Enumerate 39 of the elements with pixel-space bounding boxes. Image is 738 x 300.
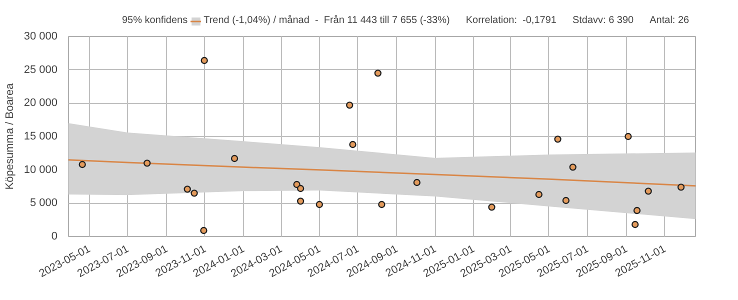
point [632,220,639,228]
point [633,206,641,214]
point [562,196,570,204]
point [190,190,198,197]
point [535,190,543,198]
y-tick-label: 10 000 [24,164,58,176]
point [184,186,191,193]
point [200,226,208,234]
text: Antal: 26 [650,15,690,26]
point [488,204,496,211]
point [230,154,238,162]
point [644,188,652,195]
text: Korrelation: -0,1791 [466,15,556,26]
y-tick-label: 30 000 [24,30,58,42]
point [569,164,576,171]
point [374,70,382,77]
point [296,184,304,192]
point [78,160,86,168]
point [200,56,208,64]
y-tick-label: 0 [51,230,58,242]
y-tick-label: 15 000 [24,130,58,142]
point [677,184,685,191]
point [144,160,151,167]
point [346,102,354,109]
point [554,136,562,143]
point [378,200,386,208]
y-tick-label: 5 000 [30,197,58,210]
point [316,200,324,208]
legend-label: Trend (-1,04%) / månad - Från 11 443 till 7 655 (-33%) [204,15,450,26]
point [296,198,304,205]
text: Stdavv: 6 390 [572,15,634,26]
text: 95% konfidens [122,15,188,26]
point [413,178,421,186]
line-series [68,159,696,187]
point [349,140,356,148]
point [624,132,632,140]
y-tick-label: 20 000 [24,97,58,110]
y-axis-title: Köpesumma / Boarea [4,82,16,190]
y-tick-label: 25 000 [24,64,58,76]
